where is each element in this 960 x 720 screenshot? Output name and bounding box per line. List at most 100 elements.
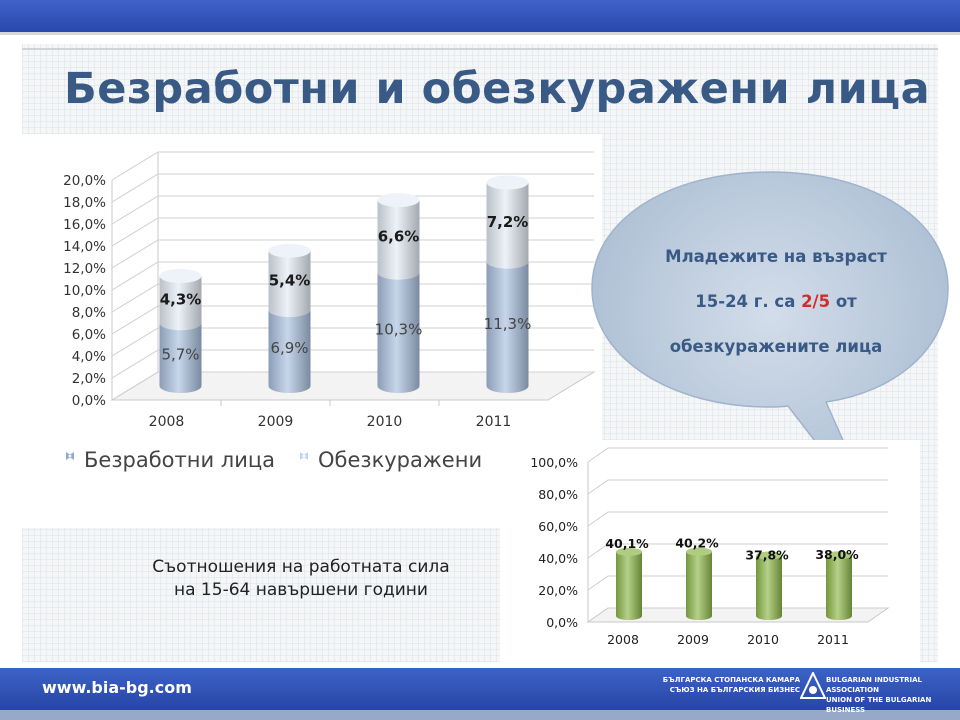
logo-bg-line-1: БЪЛГАРСКА СТОПАНСКА КАМАРА [662,676,800,684]
y-tick-label: 8,0% [72,305,106,321]
y-tick-label: 4,0% [72,349,106,365]
callout-line-2-pre: 15-24 г. са [695,292,802,311]
x-tick-label: 2011 [476,414,512,430]
main-chart-bars [159,175,529,393]
x-tick-label: 2008 [149,414,185,430]
gridline [111,173,594,203]
small-chart-y-ticks: 0,0% 20,0% 40,0% 60,0% 80,0% 100,0% [530,455,578,630]
bar-unemployed-2011 [486,261,529,393]
y-tick-label: 20,0% [63,173,106,189]
x-tick-label: 2008 [607,632,639,647]
bar-unemployed-2010 [377,272,420,393]
data-label: 38,0% [815,547,859,562]
small-chart-x-ticks: 2008 2009 2010 2011 [607,632,849,647]
gridline [587,447,888,463]
bia-logo-icon [800,672,826,699]
callout-bubble-shape [591,171,949,529]
callout-text: Младежите на възраст 15-24 г. са 2/5 от … [640,234,912,369]
chart-caption: Съотношения на работната сила на 15-64 н… [104,556,498,602]
gridline [111,217,594,247]
small-chart-bars [616,547,852,620]
bar-discouraged-2010 [377,193,420,280]
data-label: 4,3% [160,291,202,309]
logo-en-line-2: UNION OF THE BULGARIAN BUSINESS [826,696,932,714]
y-tick-label: 0,0% [546,615,578,630]
footer-bottom-strip [0,710,960,720]
data-label: 7,2% [487,213,529,231]
y-tick-label: 100,0% [530,455,578,470]
y-tick-label: 40,0% [538,551,578,566]
legend-marker-discouraged [300,452,308,460]
callout-line-3: обезкуражените лица [669,337,883,356]
y-tick-label: 20,0% [538,583,578,598]
callout-line-2-post: от [830,292,857,311]
y-tick-label: 6,0% [72,327,106,343]
logo-bg-line-2: СЪЮЗ НА БЪЛГАРСКИЯ БИЗНЕС [669,686,800,694]
data-label: 6,9% [270,339,308,357]
y-tick-label: 18,0% [63,195,106,211]
legend-label-discouraged: Обезкуражени [318,448,482,472]
gridline [587,479,888,495]
gridline [111,151,594,181]
gridline [587,575,888,591]
x-tick-label: 2009 [677,632,709,647]
logo-en-line-1: BULGARIAN INDUSTRIAL ASSOCIATION [826,676,922,694]
bar-ratio-2011 [826,551,852,620]
y-tick-label: 16,0% [63,217,106,233]
bar-ratio-2010 [756,551,782,620]
gridline [587,607,888,623]
gridline [111,195,594,225]
y-tick-label: 80,0% [538,487,578,502]
bar-unemployed-2009 [268,310,311,393]
gridline [587,511,888,527]
bar-ratio-2008 [616,547,642,620]
gridline [111,261,594,291]
gridline [111,239,594,269]
y-tick-label: 0,0% [72,393,106,409]
footer-band [0,668,960,710]
footer-logo-text-bg: БЪЛГАРСКА СТОПАНСКА КАМАРА СЪЮЗ НА БЪЛГА… [660,675,800,695]
small-chart-data-labels: 40,1% 40,2% 37,8% 38,0% [605,536,859,563]
y-tick-label: 14,0% [63,239,106,255]
small-chart: 0,0% 20,0% 40,0% 60,0% 80,0% 100,0% 40,1% 40,2… [500,440,920,668]
callout-line-2: 15-24 г. са 2/5 от [640,279,912,324]
x-tick-label: 2010 [747,632,779,647]
main-chart-y-ticks: 0,0% 2,0% 4,0% 6,0% 8,0% 10,0% 12,0% 14,0% 16,0%… [63,173,106,409]
top-band-line [0,32,960,35]
bar-ratio-2009 [686,547,712,620]
main-chart-grid [110,151,596,406]
data-label: 5,4% [269,271,311,289]
main-chart-legend: Безработни лица Обезкуражени [66,448,482,472]
bar-discouraged-2009 [268,243,311,318]
bar-discouraged-2008 [159,269,202,331]
data-label: 11,3% [484,315,532,333]
callout-line-1: Младежите на възраст [665,247,887,266]
data-label: 6,6% [378,227,420,245]
page-title: Безработни и обезкуражени лица [64,64,931,114]
data-label: 40,2% [675,536,719,551]
data-label: 5,7% [161,346,199,364]
footer-logo-text-en: BULGARIAN INDUSTRIAL ASSOCIATION UNION O… [826,675,950,715]
gridline [111,283,594,313]
main-chart-data-labels: 5,7% 4,3% 6,9% 5,4% 10,3% 6,6% 11,3% 7,2% [160,213,532,364]
x-tick-label: 2009 [258,414,294,430]
main-chart-x-ticks: 2008 2009 2010 2011 [149,414,512,430]
gridline [111,305,594,335]
bar-unemployed-2008 [159,323,202,393]
data-label: 10,3% [375,320,423,338]
legend-marker-unemployed [66,452,74,460]
footer-url-link[interactable]: www.bia-bg.com [42,678,192,697]
x-tick-label: 2010 [367,414,403,430]
gridline [111,327,594,357]
y-tick-label: 12,0% [63,261,106,277]
y-tick-label: 60,0% [538,519,578,534]
top-rule [22,48,938,50]
x-tick-label: 2011 [817,632,849,647]
gridline [587,543,888,559]
small-chart-grid [586,447,890,623]
callout-highlight: 2/5 [801,292,831,311]
legend-label-unemployed: Безработни лица [84,448,275,472]
data-label: 37,8% [745,548,789,563]
gridline [111,371,594,401]
y-tick-label: 10,0% [63,283,106,299]
